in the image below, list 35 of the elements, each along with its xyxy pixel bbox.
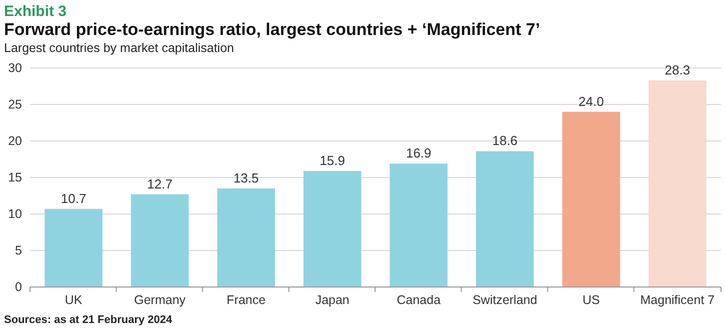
x-tick-label: UK	[64, 293, 83, 307]
chart-subtitle: Largest countries by market capitalisation	[4, 41, 234, 55]
bar	[217, 188, 275, 287]
data-label: 24.0	[578, 94, 604, 109]
data-label: 15.9	[320, 152, 346, 168]
bar	[562, 112, 620, 287]
data-label: 18.6	[492, 133, 518, 148]
y-tick-label: 25	[8, 98, 22, 112]
source-note: Sources: as at 21 February 2024	[4, 314, 174, 326]
data-label: 28.3	[664, 62, 690, 78]
data-label: 13.5	[233, 170, 259, 186]
y-tick-label: 0	[15, 280, 22, 294]
bar	[648, 80, 706, 287]
bar	[390, 164, 448, 287]
data-label: 12.7	[147, 176, 172, 192]
x-tick-label: US	[582, 293, 600, 307]
data-label: 16.9	[406, 146, 432, 161]
bar	[303, 170, 362, 287]
x-tick-label: Germany	[134, 293, 186, 307]
x-tick-label: Switzerland	[472, 293, 538, 307]
data-label: 10.7	[60, 190, 86, 206]
x-tick-label: Japan	[315, 293, 350, 307]
y-tick-label: 15	[8, 170, 22, 184]
x-tick-label: Magnificent 7	[640, 293, 715, 307]
x-tick-label: Canada	[396, 293, 441, 307]
y-tick-label: 20	[8, 134, 22, 148]
x-tick-label: France	[226, 293, 266, 307]
y-tick-label: 30	[8, 61, 22, 75]
y-tick-label: 10	[8, 207, 22, 221]
bar	[476, 151, 534, 287]
bar	[44, 208, 102, 287]
text: Exhibit 3	[4, 3, 67, 20]
y-tick-label: 5	[15, 244, 22, 258]
chart-title: Forward price-to-earnings ratio, largest countries + ‘Magnificent 7’	[4, 20, 540, 39]
bar	[130, 194, 189, 287]
